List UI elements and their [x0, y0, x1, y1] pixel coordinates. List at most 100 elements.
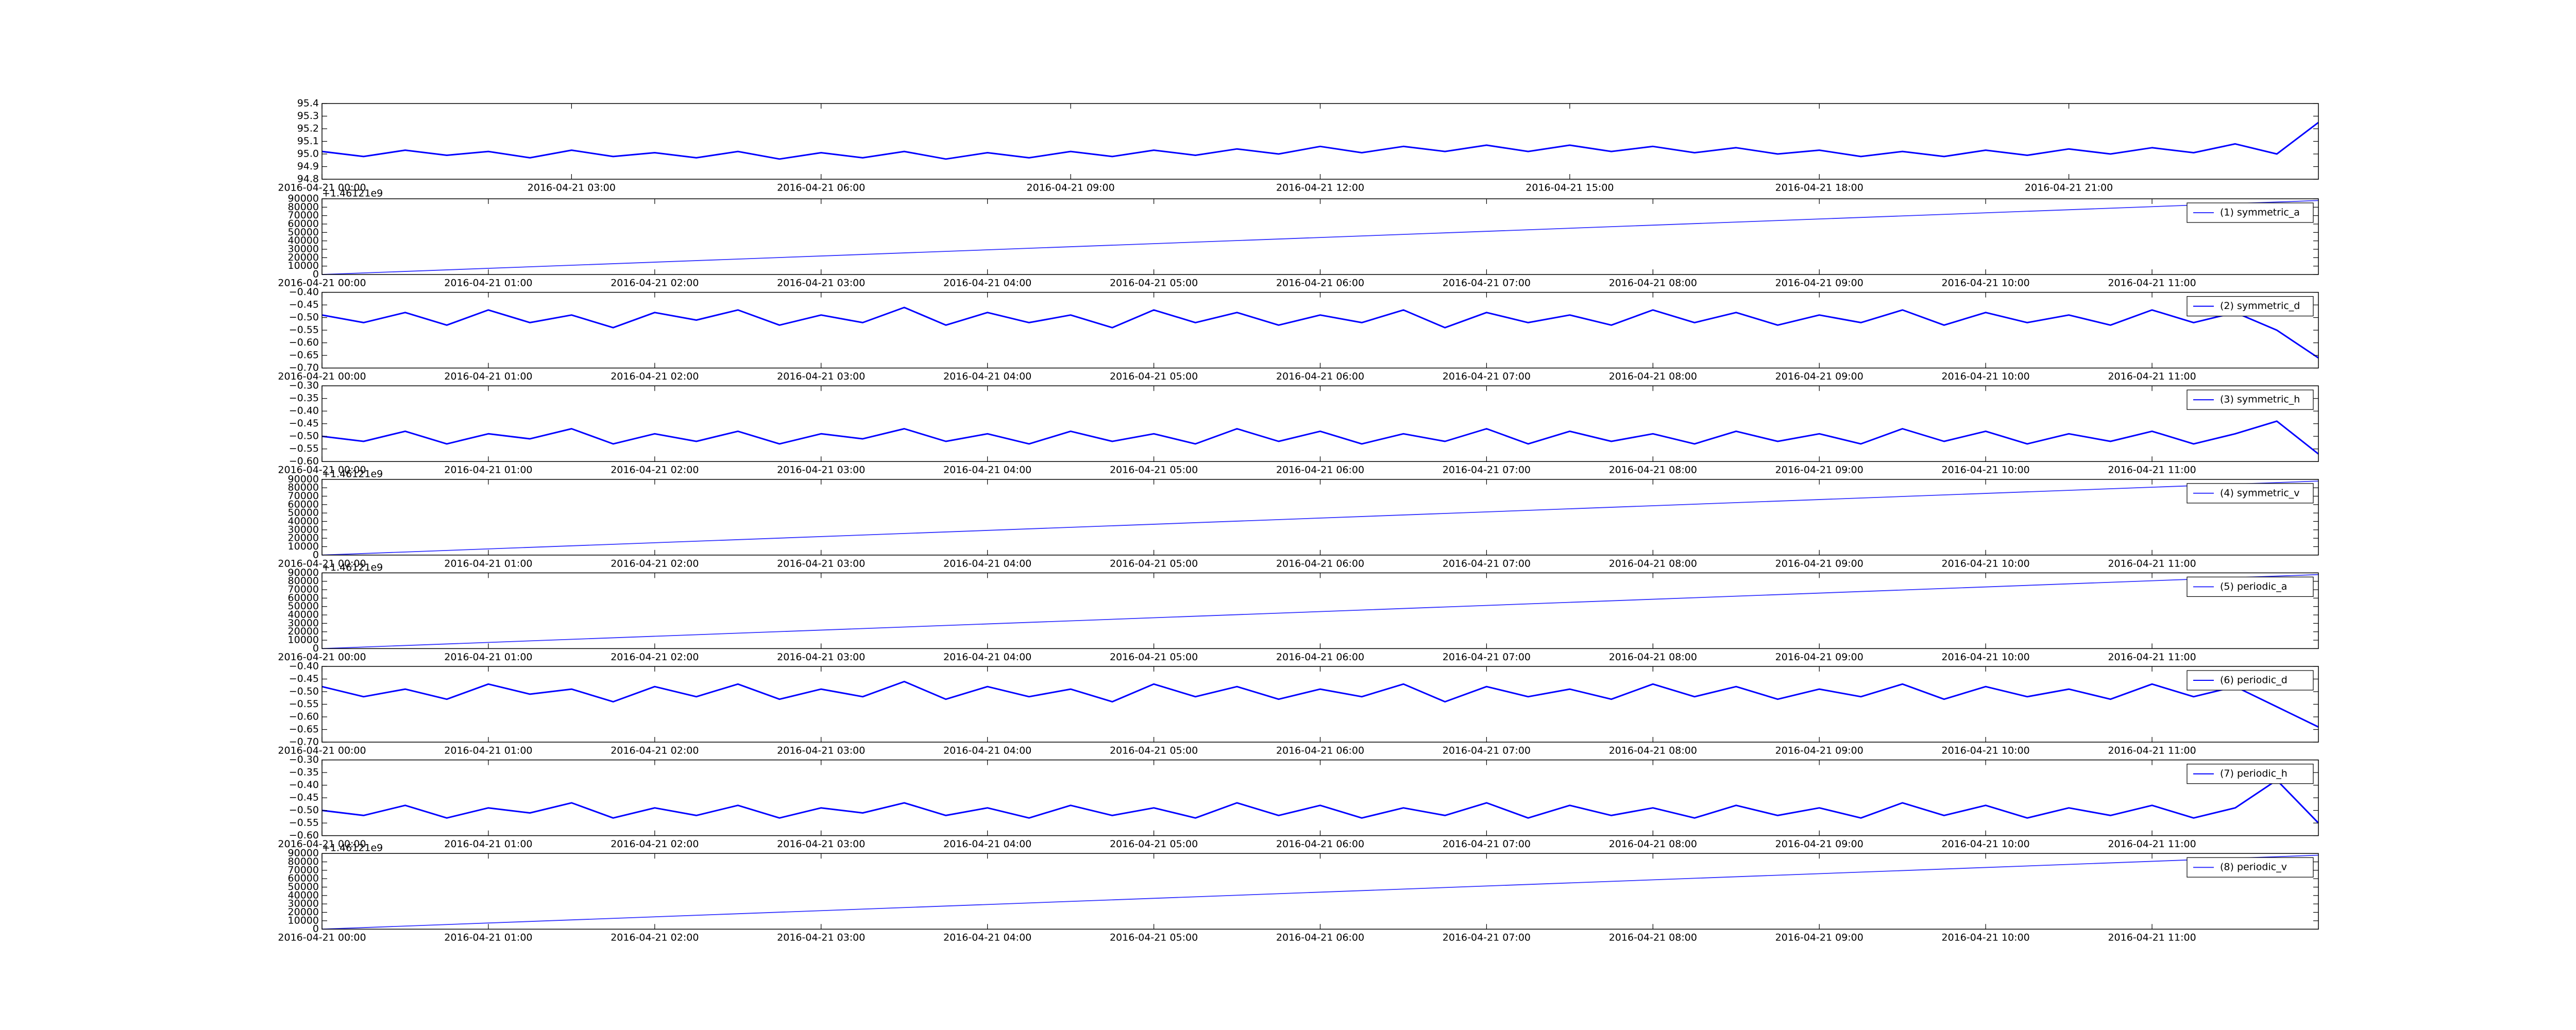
y-tick-label: 0: [313, 643, 319, 654]
x-tick-label: 2016-04-21 11:00: [2108, 745, 2196, 757]
x-tick-label: 2016-04-21 02:00: [611, 371, 699, 382]
series-line: [321, 306, 2319, 359]
y-tick-label: −0.40: [289, 286, 319, 298]
x-tick-label: 2016-04-21 07:00: [1443, 371, 1531, 382]
x-tick-label: 2016-04-21 03:00: [777, 651, 865, 663]
y-tick-label: 0: [313, 269, 319, 280]
y-tick-label: −0.50: [289, 804, 319, 816]
y-tick-label: −0.55: [289, 324, 319, 336]
x-tick-label: 2016-04-21 11:00: [2108, 932, 2196, 943]
x-tick-label: 2016-04-21 10:00: [1942, 745, 2030, 757]
legend-label: (2) symmetric_d: [2220, 300, 2300, 312]
y-tick-label: −0.45: [289, 418, 319, 429]
y-tick-label: −0.50: [289, 312, 319, 323]
x-tick-label: 2016-04-21 01:00: [444, 558, 532, 569]
y-tick-label: −0.40: [289, 779, 319, 791]
x-tick-label: 2016-04-21 06:00: [1276, 278, 1364, 289]
legend-label: (6) periodic_d: [2220, 675, 2287, 686]
y-tick-label: −0.35: [289, 392, 319, 404]
y-tick-label: 80000: [288, 482, 319, 493]
legend: (2) symmetric_d: [2187, 296, 2314, 317]
x-tick-label: 2016-04-21 05:00: [1110, 745, 1198, 757]
legend: (5) periodic_a: [2187, 576, 2314, 597]
x-tick-label: 2016-04-21 07:00: [1443, 465, 1531, 476]
legend-label: (7) periodic_h: [2220, 768, 2287, 779]
y-tick-label: 80000: [288, 856, 319, 867]
x-tick-label: 2016-04-21 00:00: [278, 558, 366, 569]
x-tick-label: 2016-04-21 08:00: [1609, 745, 1697, 757]
legend-label: (8) periodic_v: [2220, 862, 2287, 873]
x-tick-label: 2016-04-21 09:00: [1775, 371, 1863, 382]
y-tick-label: 20000: [288, 906, 319, 918]
x-tick-label: 2016-04-21 10:00: [1942, 465, 2030, 476]
y-tick-label: 94.9: [297, 161, 319, 172]
x-tick-label: 2016-04-21 06:00: [1276, 465, 1364, 476]
x-tick-label: 2016-04-21 03:00: [777, 465, 865, 476]
y-tick-label: 60000: [288, 499, 319, 510]
x-tick-label: 2016-04-21 01:00: [444, 745, 532, 757]
y-tick-label: 10000: [288, 541, 319, 552]
series-line: [321, 680, 2319, 728]
x-tick-label: 2016-04-21 12:00: [1276, 182, 1364, 194]
x-tick-label: 2016-04-21 03:00: [777, 558, 865, 569]
x-tick-label: 2016-04-21 03:00: [777, 838, 865, 850]
y-tick-label: 80000: [288, 575, 319, 587]
x-tick-label: 2016-04-21 10:00: [1942, 371, 2030, 382]
x-tick-label: 2016-04-21 18:00: [1775, 182, 1863, 194]
y-tick-label: 60000: [288, 592, 319, 604]
series-line: [321, 200, 2319, 275]
x-tick-label: 2016-04-21 09:00: [1775, 745, 1863, 757]
y-tick-label: 95.2: [297, 123, 319, 134]
x-tick-label: 2016-04-21 04:00: [943, 745, 1031, 757]
x-tick-label: 2016-04-21 06:00: [1276, 651, 1364, 663]
x-tick-label: 2016-04-21 03:00: [777, 745, 865, 757]
y-tick-label: 70000: [288, 864, 319, 876]
x-tick-label: 2016-04-21 02:00: [611, 838, 699, 850]
y-tick-label: −0.70: [289, 736, 319, 748]
x-tick-label: 2016-04-21 03:00: [777, 371, 865, 382]
x-tick-label: 2016-04-21 06:00: [777, 182, 865, 194]
legend-box: [2187, 576, 2314, 597]
series-line: [321, 420, 2319, 455]
y-tick-label: 90000: [288, 193, 319, 204]
x-tick-label: 2016-04-21 00:00: [278, 651, 366, 663]
x-tick-label: 2016-04-21 06:00: [1276, 745, 1364, 757]
y-tick-label: 70000: [288, 584, 319, 595]
x-tick-label: 2016-04-21 07:00: [1443, 558, 1531, 569]
x-tick-label: 2016-04-21 09:00: [1775, 838, 1863, 850]
legend: (1) symmetric_a: [2187, 202, 2314, 223]
legend: (8) periodic_v: [2187, 857, 2314, 878]
x-tick-label: 2016-04-21 08:00: [1609, 465, 1697, 476]
y-tick-label: −0.30: [289, 380, 319, 391]
x-tick-label: 2016-04-21 08:00: [1609, 278, 1697, 289]
y-tick-label: 40000: [288, 235, 319, 246]
series-line: [321, 480, 2319, 556]
x-tick-label: 2016-04-21 11:00: [2108, 558, 2196, 569]
y-tick-label: 20000: [288, 252, 319, 263]
x-tick-label: 2016-04-21 07:00: [1443, 838, 1531, 850]
x-tick-label: 2016-04-21 07:00: [1443, 745, 1531, 757]
x-tick-label: 2016-04-21 21:00: [2025, 182, 2113, 194]
x-tick-label: 2016-04-21 03:00: [777, 932, 865, 943]
x-tick-label: 2016-04-21 11:00: [2108, 371, 2196, 382]
axes-frame: [321, 666, 2319, 743]
legend: (4) symmetric_v: [2187, 483, 2314, 504]
y-tick-label: 60000: [288, 873, 319, 884]
x-tick-label: 2016-04-21 01:00: [444, 838, 532, 850]
y-tick-label: 50000: [288, 507, 319, 519]
series-line: [321, 122, 2319, 160]
x-tick-label: 2016-04-21 10:00: [1942, 558, 2030, 569]
x-tick-label: 2016-04-21 00:00: [278, 278, 366, 289]
x-tick-label: 2016-04-21 04:00: [943, 558, 1031, 569]
y-tick-label: 20000: [288, 626, 319, 637]
x-tick-label: 2016-04-21 08:00: [1609, 932, 1697, 943]
x-tick-label: 2016-04-21 05:00: [1110, 371, 1198, 382]
y-tick-label: 10000: [288, 634, 319, 646]
x-tick-label: 2016-04-21 01:00: [444, 932, 532, 943]
x-tick-label: 2016-04-21 05:00: [1110, 558, 1198, 569]
x-tick-label: 2016-04-21 00:00: [278, 465, 366, 476]
x-tick-label: 2016-04-21 06:00: [1276, 838, 1364, 850]
x-tick-label: 2016-04-21 07:00: [1443, 278, 1531, 289]
y-tick-label: 95.4: [297, 98, 319, 109]
x-tick-label: 2016-04-21 09:00: [1775, 651, 1863, 663]
